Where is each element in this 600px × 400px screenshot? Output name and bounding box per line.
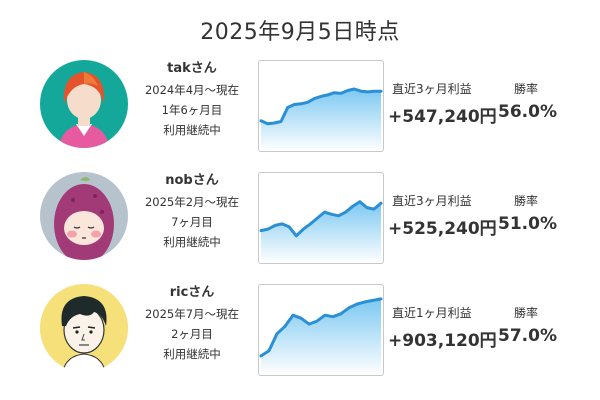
sparkline-area	[261, 89, 381, 151]
user-since: 2025年2月～現在	[144, 195, 240, 209]
purple-hooded-character-avatar-icon	[40, 172, 128, 260]
sparkline-line	[259, 200, 383, 238]
profit-value: +903,120円	[388, 331, 497, 351]
user-row-nob: nobさん 2025年2月～現在 7ヶ月目 利用継続中 直近3ヶ月利益 勝率 +…	[0, 170, 600, 280]
sparkline-line	[259, 297, 383, 358]
user-since: 2025年7月～現在	[144, 307, 240, 321]
user-status: 利用継続中	[163, 347, 221, 361]
user-info: ricさん 2025年7月～現在 2ヶ月目 利用継続中	[136, 282, 248, 364]
winrate-label: 勝率	[514, 306, 539, 320]
sparkline-area	[261, 201, 381, 263]
user-row-tak: takさん 2024年4月～現在 1年6ヶ月目 利用継続中 直近3ヶ月利益 勝率…	[0, 58, 600, 168]
user-duration: 7ヶ月目	[171, 215, 213, 229]
sparkline-line	[259, 87, 383, 126]
profit-label: 直近1ヶ月利益	[392, 306, 472, 320]
winrate-label: 勝率	[514, 194, 539, 208]
profit-label: 直近3ヶ月利益	[392, 82, 472, 96]
profit-sparkline-chart	[258, 172, 384, 264]
user-name: takさん	[167, 61, 217, 76]
winrate-value: 57.0%	[498, 326, 557, 346]
profit-label: 直近3ヶ月利益	[392, 194, 472, 208]
user-duration: 1年6ヶ月目	[161, 103, 223, 117]
user-name: ricさん	[169, 285, 215, 300]
black-haired-man-avatar-icon	[40, 284, 128, 372]
profit-value: +547,240円	[388, 107, 497, 127]
winrate-value: 51.0%	[498, 214, 557, 234]
profit-sparkline-chart	[258, 284, 384, 376]
user-duration: 2ヶ月目	[171, 327, 213, 341]
user-info: nobさん 2025年2月～現在 7ヶ月目 利用継続中	[136, 170, 248, 252]
winrate-value: 56.0%	[498, 102, 557, 122]
winrate-label: 勝率	[514, 82, 539, 96]
user-since: 2024年4月～現在	[144, 83, 240, 97]
profit-sparkline-chart	[258, 60, 384, 152]
user-name: nobさん	[165, 173, 219, 188]
profit-value: +525,240円	[388, 219, 497, 239]
user-info: takさん 2024年4月～現在 1年6ヶ月目 利用継続中	[136, 58, 248, 140]
page-title: 2025年9月5日時点	[200, 20, 400, 45]
user-status: 利用継続中	[163, 123, 221, 137]
user-status: 利用継続中	[163, 235, 221, 249]
sparkline-area	[261, 298, 381, 375]
user-row-ric: ricさん 2025年7月～現在 2ヶ月目 利用継続中 直近1ヶ月利益 勝率 +…	[0, 282, 600, 392]
red-haired-person-avatar-icon	[40, 60, 128, 148]
